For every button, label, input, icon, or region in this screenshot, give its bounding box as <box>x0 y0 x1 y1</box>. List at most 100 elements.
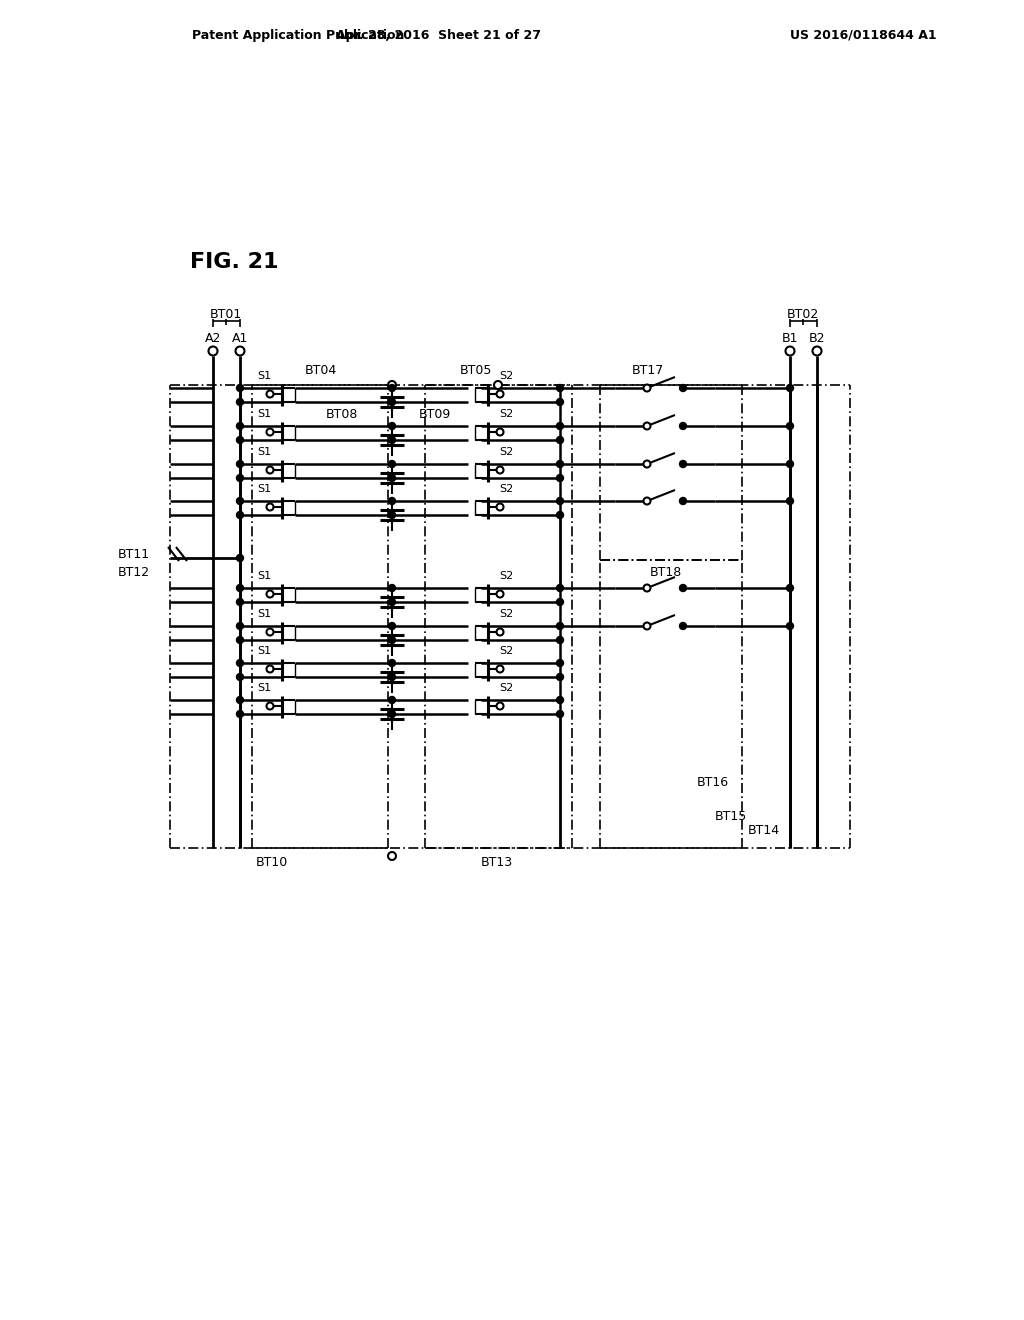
Circle shape <box>266 590 273 598</box>
Text: S1: S1 <box>257 682 271 693</box>
Text: BT11: BT11 <box>118 549 150 561</box>
Circle shape <box>237 461 244 467</box>
Circle shape <box>786 461 794 467</box>
Text: B2: B2 <box>809 331 825 345</box>
Circle shape <box>388 636 395 644</box>
Circle shape <box>388 437 395 444</box>
Text: S2: S2 <box>499 682 513 693</box>
Circle shape <box>266 702 273 710</box>
Circle shape <box>237 554 244 561</box>
Circle shape <box>497 391 504 397</box>
Circle shape <box>494 381 502 389</box>
Text: S1: S1 <box>257 645 271 656</box>
Circle shape <box>786 623 794 630</box>
Circle shape <box>209 346 217 355</box>
Circle shape <box>266 391 273 397</box>
Text: A1: A1 <box>231 331 248 345</box>
Circle shape <box>556 660 563 667</box>
Text: BT10: BT10 <box>256 857 288 870</box>
Text: S2: S2 <box>499 645 513 656</box>
Circle shape <box>237 437 244 444</box>
Circle shape <box>388 598 395 606</box>
Circle shape <box>556 474 563 482</box>
Text: BT09: BT09 <box>419 408 452 421</box>
Circle shape <box>266 466 273 474</box>
Circle shape <box>556 461 563 467</box>
Text: Patent Application Publication: Patent Application Publication <box>193 29 404 41</box>
Circle shape <box>237 660 244 667</box>
Text: S1: S1 <box>257 484 271 494</box>
Circle shape <box>266 665 273 672</box>
Circle shape <box>237 422 244 429</box>
Circle shape <box>556 585 563 591</box>
Text: BT18: BT18 <box>650 565 682 578</box>
Circle shape <box>497 466 504 474</box>
Circle shape <box>497 628 504 635</box>
Circle shape <box>680 422 686 429</box>
Text: BT04: BT04 <box>305 363 337 376</box>
Text: BT08: BT08 <box>326 408 358 421</box>
Circle shape <box>266 628 273 635</box>
Circle shape <box>556 710 563 718</box>
Circle shape <box>497 590 504 598</box>
Circle shape <box>556 598 563 606</box>
Text: S2: S2 <box>499 609 513 619</box>
Circle shape <box>785 346 795 355</box>
Circle shape <box>237 673 244 681</box>
Circle shape <box>388 461 395 467</box>
Circle shape <box>388 851 396 861</box>
Circle shape <box>643 623 650 630</box>
Circle shape <box>237 474 244 482</box>
Text: BT14: BT14 <box>748 824 780 837</box>
Text: S1: S1 <box>257 609 271 619</box>
Text: S2: S2 <box>499 572 513 581</box>
Circle shape <box>237 498 244 504</box>
Circle shape <box>388 422 395 429</box>
Circle shape <box>680 461 686 467</box>
Text: A2: A2 <box>205 331 221 345</box>
Circle shape <box>388 474 395 482</box>
Circle shape <box>237 511 244 519</box>
Circle shape <box>556 437 563 444</box>
Circle shape <box>643 461 650 467</box>
Circle shape <box>237 636 244 644</box>
Text: BT01: BT01 <box>210 309 242 322</box>
Circle shape <box>497 429 504 436</box>
Circle shape <box>643 422 650 429</box>
Circle shape <box>786 498 794 504</box>
Circle shape <box>497 503 504 511</box>
Circle shape <box>388 511 395 519</box>
Circle shape <box>497 665 504 672</box>
Circle shape <box>237 399 244 405</box>
Circle shape <box>237 598 244 606</box>
Circle shape <box>388 623 395 630</box>
Circle shape <box>237 585 244 591</box>
Circle shape <box>680 585 686 591</box>
Circle shape <box>556 673 563 681</box>
Text: BT13: BT13 <box>481 857 513 870</box>
Circle shape <box>497 702 504 710</box>
Text: S1: S1 <box>257 409 271 418</box>
Circle shape <box>237 697 244 704</box>
Circle shape <box>388 697 395 704</box>
Text: FIG. 21: FIG. 21 <box>190 252 279 272</box>
Circle shape <box>266 503 273 511</box>
Text: S2: S2 <box>499 409 513 418</box>
Text: S1: S1 <box>257 572 271 581</box>
Text: S1: S1 <box>257 371 271 381</box>
Circle shape <box>236 346 245 355</box>
Circle shape <box>388 381 396 389</box>
Circle shape <box>556 399 563 405</box>
Circle shape <box>556 697 563 704</box>
Circle shape <box>786 422 794 429</box>
Circle shape <box>556 636 563 644</box>
Circle shape <box>786 585 794 591</box>
Text: BT15: BT15 <box>715 810 748 824</box>
Text: BT17: BT17 <box>632 363 665 376</box>
Text: US 2016/0118644 A1: US 2016/0118644 A1 <box>790 29 937 41</box>
Circle shape <box>556 422 563 429</box>
Circle shape <box>643 384 650 392</box>
Text: S1: S1 <box>257 447 271 457</box>
Text: BT05: BT05 <box>460 363 493 376</box>
Circle shape <box>388 673 395 681</box>
